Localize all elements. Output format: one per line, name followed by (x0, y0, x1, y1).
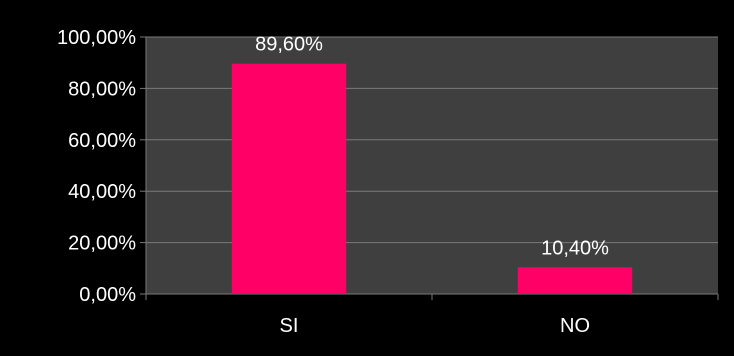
bars (231, 63, 633, 295)
labels: 0,00% 20,00% 40,00% 60,00% 80,00% 100,00% 89,6… (57, 27, 609, 337)
bar-no (517, 267, 633, 294)
y-tick-label: 40,00% (68, 181, 136, 203)
y-tick-label: 80,00% (68, 78, 136, 100)
y-tick-label: 0,00% (79, 284, 136, 306)
y-tick-label: 60,00% (68, 130, 136, 152)
x-tick-label: NO (560, 315, 590, 337)
data-label: 10,40% (541, 237, 609, 259)
y-tick-label: 20,00% (68, 233, 136, 255)
y-tick-label: 100,00% (57, 27, 136, 49)
bar-si (231, 63, 347, 295)
x-tick-label: SI (280, 315, 299, 337)
data-label: 89,60% (255, 34, 323, 56)
